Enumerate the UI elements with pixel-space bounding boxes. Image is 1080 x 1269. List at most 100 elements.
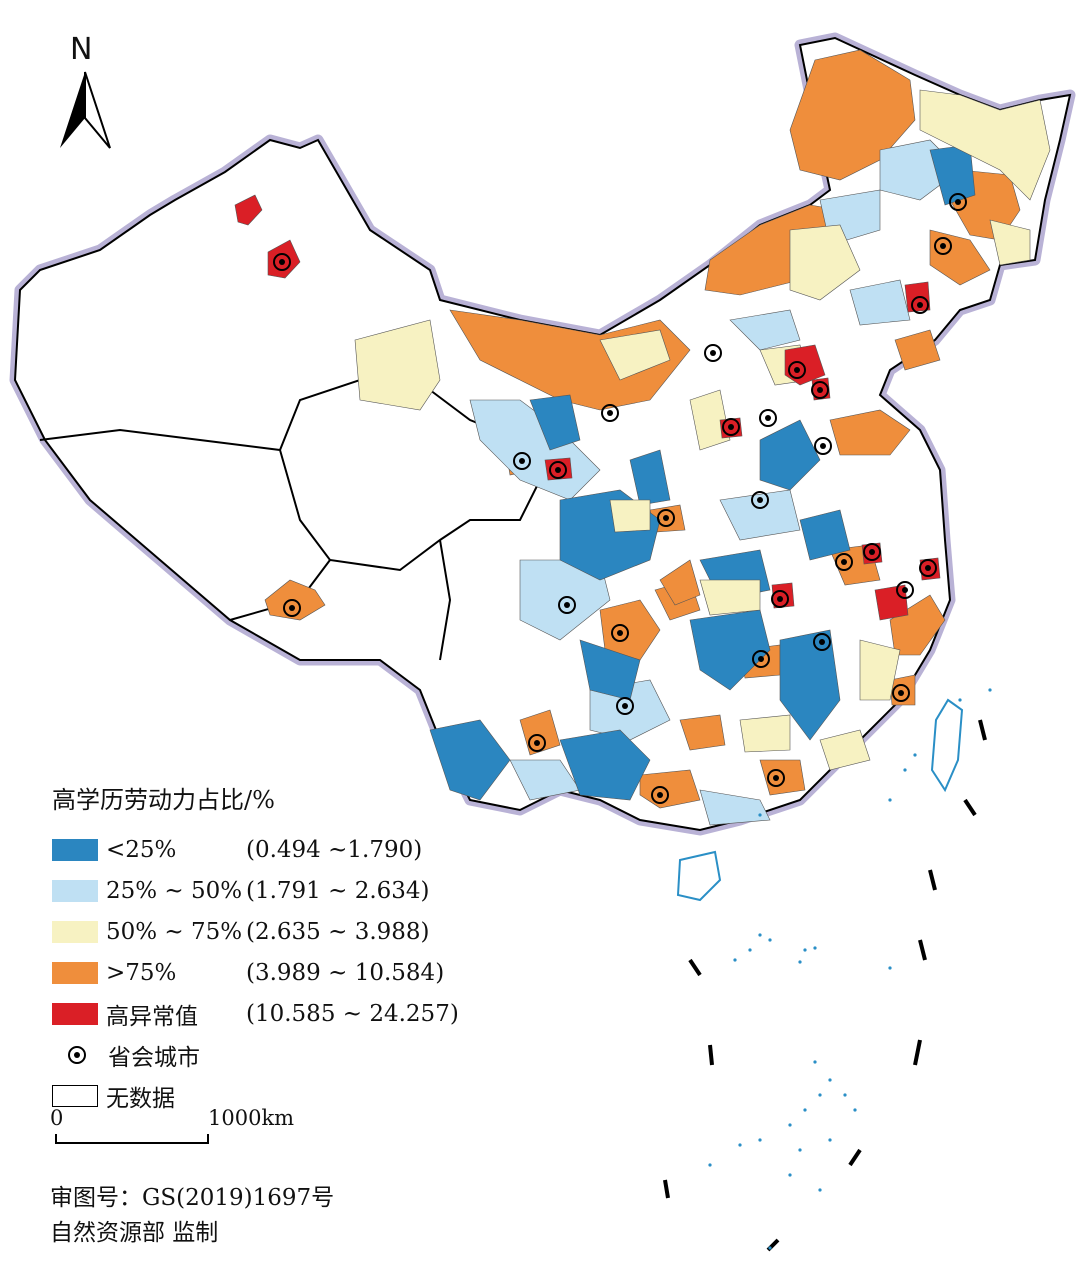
legend-swatch [52,838,98,861]
capital-city-marker [919,559,937,577]
legend-row-under-25: <25% (0.494 ~1.790) [52,829,459,870]
capital-city-marker [528,734,546,752]
hangzhou [874,584,909,621]
legend-label: 50% ~ 75% [106,918,243,945]
capital-city-dot [869,549,875,555]
gansu-yellow [354,319,441,411]
capital-city-marker [949,193,967,211]
capital-city-marker [767,769,785,787]
scale-bar [55,1134,209,1144]
north-label: N [70,32,93,67]
capital-city-dot [794,367,800,373]
legend-label: 高异常值 [106,1003,198,1030]
legend-row-capital: 省会城市 [52,1034,459,1075]
heilongjiang-east [929,229,991,286]
capital-city-dot [820,443,826,449]
supervisor-note: 自然资源部 监制 [50,1220,219,1246]
yunnan-west [429,719,511,801]
capital-city-marker [513,452,531,470]
scale-label-zero: 0 [50,1106,64,1130]
capital-city-dot [955,199,961,205]
capital-city-marker [616,697,634,715]
capital-city-marker [911,296,929,314]
guangxi-yellow [739,714,791,753]
capital-city-dot [902,587,908,593]
capital-city-marker [896,581,914,599]
capital-city-dot [917,302,923,308]
capital-city-dot [663,515,669,521]
capital-city-marker [814,437,832,455]
scale-label-max: 1000km [208,1106,295,1130]
capital-city-marker [657,509,675,527]
hunan-blue [689,609,771,691]
capital-city-dot [622,703,628,709]
shanxi-yellow [689,389,731,451]
capital-city-dot [940,243,946,249]
capital-city-marker [771,590,789,608]
capital-city-marker [863,543,881,561]
capital-city-dot [765,415,771,421]
inner-mongolia-yellow [789,224,861,301]
capital-city-dot [657,792,663,798]
legend-swatch [52,961,98,984]
guangzhou [759,759,806,796]
province-boundaries-west [39,378,542,661]
guangxi-yunnan-blue [559,729,651,801]
jiangxi-blue [779,629,841,741]
legend-row-over-75: >75% (3.989 ~ 10.584) [52,952,459,993]
capital-city-icon [68,1045,86,1064]
capital-city-marker [752,650,770,668]
jilin-yellow [989,219,1031,266]
liaoning-orange [894,329,941,371]
capital-city-dot [564,602,570,608]
legend-label: <25% [106,836,177,863]
henan-blue [759,419,821,491]
legend-row-50-75: 50% ~ 75% (2.635 ~ 3.988) [52,911,459,952]
north-arrow [60,71,111,149]
capital-city-dot [534,740,540,746]
legend-swatch [52,920,98,943]
class-under-25-regions [429,144,976,801]
hubei-orange [659,559,701,606]
legend-range: (2.635 ~ 3.988) [246,918,430,945]
zhejiang-yellow [859,639,901,701]
guangdong-yellow [819,729,871,771]
provincial-capitals [273,193,967,804]
capital-city-dot [617,630,623,636]
capital-city-marker [934,237,952,255]
capital-city-marker [611,624,629,642]
nanning [639,769,701,809]
jilin-light [849,279,911,326]
guizhou-orange [679,714,726,751]
capital-city-dot [757,497,763,503]
capital-city-marker [892,684,910,702]
capital-city-marker [722,418,740,436]
legend-label: >75% [106,959,177,986]
henan-light [719,489,801,541]
capital-city-dot [607,410,613,416]
capital-city-marker [811,381,829,399]
capital-city-marker [558,596,576,614]
legend-range: (1.791 ~ 2.634) [246,877,430,904]
legend-range: (0.494 ~1.790) [246,836,423,863]
capital-city-dot [289,605,295,611]
capital-city-marker [283,599,301,617]
ningxia-yellow [599,329,671,381]
legend-swatch [52,1002,98,1025]
capital-city-dot [728,424,734,430]
capital-city-marker [601,404,619,422]
hebei-light [729,309,801,351]
sichuan-chengdu [599,599,661,661]
capital-city-dot [279,259,285,265]
legend-label: 无数据 [106,1085,175,1112]
guangdong-light [699,789,771,826]
review-number: 审图号：GS(2019)1697号 [50,1185,335,1211]
legend-label: 25% ~ 50% [106,877,243,904]
capital-city-marker [273,253,291,271]
capital-city-dot [898,690,904,696]
heilongjiang-yellow [919,89,1051,201]
capital-city-dot [519,458,525,464]
karamay [234,194,263,226]
capital-city-marker [813,633,831,651]
legend-swatch [52,879,98,902]
